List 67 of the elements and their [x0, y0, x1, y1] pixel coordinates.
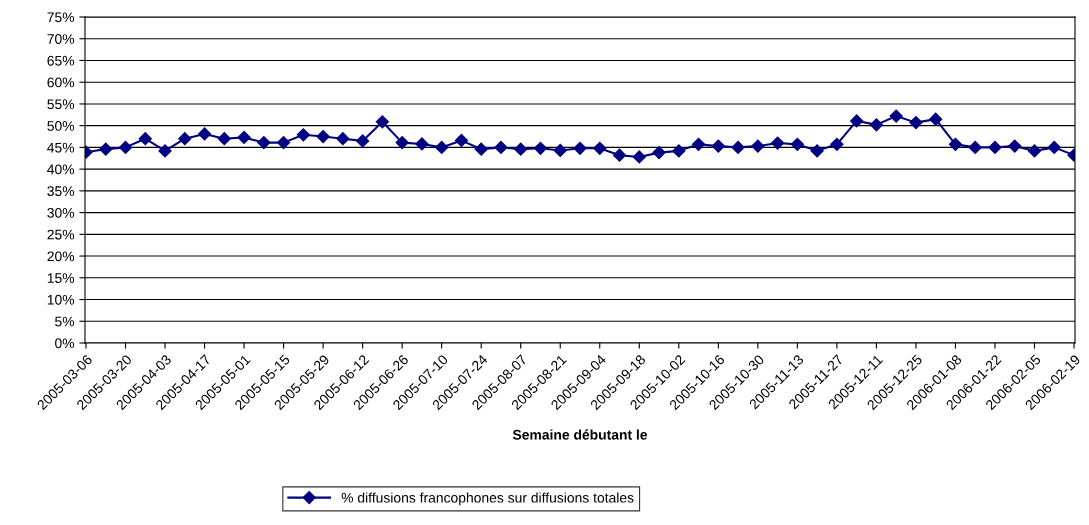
- point: [277, 136, 291, 150]
- y-tick-label: 70%: [47, 34, 75, 44]
- point: [454, 133, 469, 148]
- y-tick-label: 25%: [47, 229, 75, 240]
- point: [771, 136, 785, 150]
- point: [830, 137, 844, 151]
- point: [988, 140, 1002, 154]
- y-tick-label: 45%: [47, 142, 75, 153]
- point: [257, 136, 271, 150]
- point: [573, 141, 587, 155]
- point: [909, 116, 923, 130]
- point: [395, 136, 409, 150]
- point: [869, 118, 883, 132]
- point: [948, 137, 963, 151]
- y-tick-label: 10%: [47, 294, 75, 305]
- point: [514, 142, 528, 156]
- point: [118, 140, 133, 154]
- y-tick-label: 50%: [47, 121, 75, 131]
- point: [929, 112, 943, 126]
- point: [99, 142, 113, 156]
- point: [810, 144, 824, 158]
- y-tick-label: 20%: [47, 251, 75, 262]
- point: [316, 129, 330, 144]
- point: [691, 137, 706, 151]
- point: [612, 148, 627, 162]
- point: [889, 109, 903, 123]
- y-tick-label: 55%: [47, 99, 75, 110]
- point: [1008, 139, 1022, 153]
- point: [711, 139, 725, 153]
- point: [850, 114, 864, 128]
- point: [553, 143, 567, 158]
- point: [375, 115, 389, 129]
- point: [1027, 144, 1042, 158]
- point: [474, 142, 488, 156]
- point: [178, 132, 192, 146]
- x-axis-title: Semaine débutant le: [512, 429, 648, 440]
- point: [790, 137, 804, 151]
- point: [533, 141, 548, 155]
- y-tick-label: 65%: [47, 55, 75, 66]
- point: [632, 150, 646, 164]
- point: [217, 132, 231, 146]
- y-tick-label: 5%: [55, 316, 75, 327]
- point: [672, 144, 686, 158]
- point: [197, 127, 212, 141]
- y-tick-label: 75%: [47, 12, 75, 23]
- y-tick-label: 15%: [47, 273, 75, 283]
- point: [731, 140, 745, 154]
- point: [652, 146, 666, 160]
- point: [494, 140, 508, 154]
- point: [968, 140, 982, 154]
- point: [415, 137, 429, 151]
- y-tick-label: 40%: [47, 164, 75, 175]
- point: [138, 132, 152, 146]
- y-tick-label: 0%: [55, 338, 75, 349]
- point: [296, 128, 310, 142]
- y-tick-label: 35%: [47, 186, 75, 197]
- point: [751, 139, 765, 153]
- point: [593, 141, 607, 155]
- legend-label: % diffusions francophones sur diffusions totales: [341, 492, 634, 506]
- point: [435, 140, 449, 154]
- y-tick-label: 30%: [47, 207, 75, 218]
- y-tick-label: 60%: [47, 77, 75, 88]
- point: [158, 144, 172, 158]
- point: [237, 130, 251, 144]
- point: [1047, 140, 1061, 154]
- point: [356, 134, 370, 148]
- point: [336, 132, 350, 146]
